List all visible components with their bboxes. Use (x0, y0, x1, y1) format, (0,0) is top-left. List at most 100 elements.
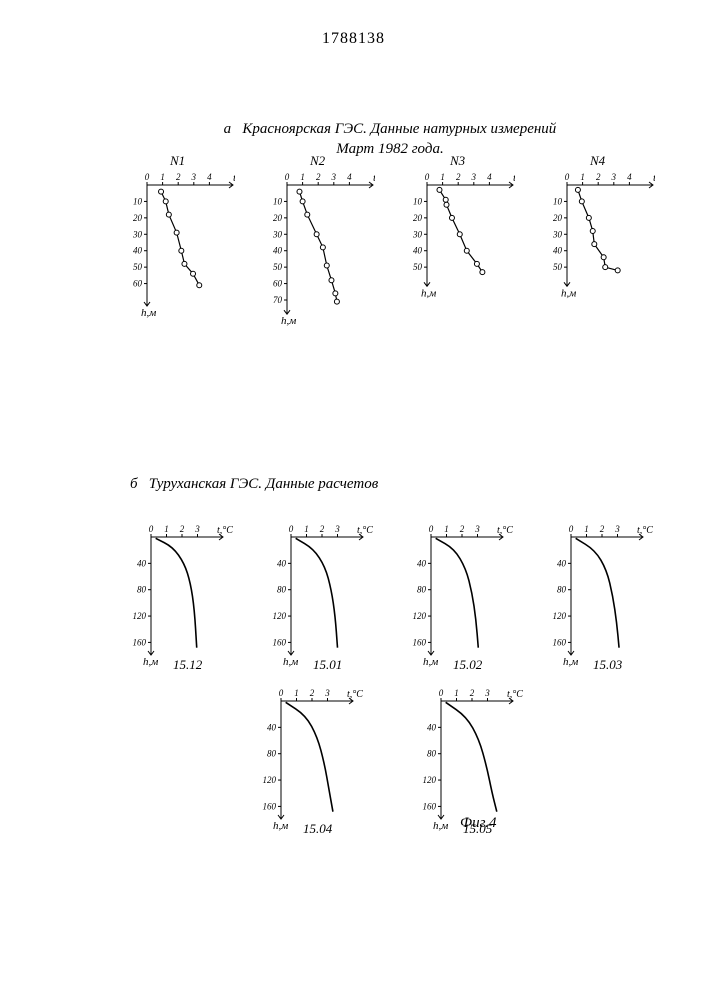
svg-text:t,°C: t,°C (357, 525, 373, 536)
svg-text:4: 4 (627, 172, 632, 182)
svg-text:1: 1 (164, 524, 169, 534)
svg-text:80: 80 (427, 748, 437, 758)
svg-text:0: 0 (429, 524, 434, 534)
charts-row-b1: 0123t,°C4080120160h,м15.120123t,°C408012… (110, 523, 670, 671)
svg-text:50: 50 (553, 262, 563, 272)
svg-text:1: 1 (454, 688, 459, 698)
svg-text:40: 40 (267, 722, 277, 732)
svg-text:0: 0 (569, 524, 574, 534)
svg-text:10: 10 (413, 196, 423, 206)
svg-text:20: 20 (413, 213, 423, 223)
svg-text:160: 160 (273, 637, 287, 647)
svg-text:120: 120 (413, 611, 427, 621)
svg-text:0: 0 (565, 172, 570, 182)
svg-text:120: 120 (273, 611, 287, 621)
svg-text:20: 20 (133, 213, 143, 223)
svg-text:0: 0 (279, 688, 284, 698)
svg-text:40: 40 (417, 558, 427, 568)
svg-text:0: 0 (149, 524, 154, 534)
svg-text:t,°C: t,°C (497, 525, 513, 536)
svg-text:h,м: h,м (421, 287, 436, 299)
svg-text:80: 80 (417, 584, 427, 594)
svg-text:t,°C: t,°C (373, 172, 375, 184)
svg-text:2: 2 (596, 172, 601, 182)
svg-text:10: 10 (133, 196, 143, 206)
svg-text:20: 20 (553, 213, 563, 223)
svg-text:80: 80 (557, 584, 567, 594)
chart-b-15-01: 0123t,°C4080120160h,м15.01 (265, 523, 375, 671)
svg-text:2: 2 (316, 172, 321, 182)
svg-text:3: 3 (194, 524, 200, 534)
svg-text:10: 10 (553, 196, 563, 206)
svg-text:160: 160 (553, 637, 567, 647)
svg-text:h,м: h,м (561, 287, 576, 299)
chart-a-1-label: N1 (170, 153, 185, 169)
svg-text:1: 1 (440, 172, 445, 182)
svg-text:120: 120 (423, 775, 437, 785)
svg-text:50: 50 (413, 262, 423, 272)
chart-b-15-12: 0123t,°C4080120160h,м15.12 (125, 523, 235, 671)
svg-text:h,м: h,м (141, 307, 156, 319)
section-a-title-2: Март 1982 года. (336, 141, 443, 157)
svg-text:2: 2 (320, 524, 325, 534)
chart-b-15-02: 0123t,°C4080120160h,м15.02 (405, 523, 515, 671)
svg-text:0: 0 (425, 172, 430, 182)
svg-text:3: 3 (334, 524, 340, 534)
svg-text:2: 2 (460, 524, 465, 534)
chart-b-15.03-label: 15.03 (593, 657, 622, 673)
svg-text:10: 10 (273, 196, 283, 206)
svg-text:h,м: h,м (563, 656, 578, 668)
svg-text:h,м: h,м (143, 656, 158, 668)
svg-text:t,°C: t,°C (637, 525, 653, 536)
svg-text:3: 3 (324, 688, 330, 698)
chart-b-15-04: 0123t,°C4080120160h,м15.04 (255, 687, 365, 835)
svg-text:40: 40 (133, 246, 143, 256)
svg-text:h,м: h,м (423, 656, 438, 668)
figure-label: Фиг.4 (460, 815, 496, 832)
charts-row-a: N101234t,°C102030405060h,мN201234t,°C102… (110, 171, 670, 328)
svg-text:40: 40 (553, 246, 563, 256)
svg-text:2: 2 (310, 688, 315, 698)
chart-a-3-label: N3 (450, 153, 465, 169)
chart-a-2: N201234t,°C10203040506070h,м (265, 171, 375, 328)
chart-b-15.12-label: 15.12 (173, 657, 202, 673)
svg-text:60: 60 (133, 279, 143, 289)
svg-text:40: 40 (413, 246, 423, 256)
svg-text:1: 1 (580, 172, 585, 182)
svg-text:70: 70 (273, 295, 283, 305)
svg-text:4: 4 (487, 172, 492, 182)
svg-text:30: 30 (412, 229, 423, 239)
svg-text:40: 40 (277, 558, 287, 568)
svg-text:3: 3 (191, 172, 197, 182)
svg-text:80: 80 (267, 748, 277, 758)
section-a-title: а Красноярская ГЭС. Данные натурных изме… (110, 120, 670, 159)
section-b-title: б Туруханская ГЭС. Данные расчетов (130, 475, 670, 495)
chart-b-15.04-label: 15.04 (303, 821, 332, 837)
svg-text:3: 3 (614, 524, 620, 534)
svg-text:30: 30 (272, 229, 283, 239)
svg-text:1: 1 (300, 172, 305, 182)
svg-text:3: 3 (474, 524, 480, 534)
svg-text:2: 2 (600, 524, 605, 534)
svg-text:t,°C: t,°C (507, 689, 523, 700)
svg-text:2: 2 (470, 688, 475, 698)
section-a-title-1: Красноярская ГЭС. Данные натурных измере… (242, 121, 556, 137)
svg-text:40: 40 (557, 558, 567, 568)
chart-a-4: N401234t,°C1020304050h,м (545, 171, 655, 328)
svg-text:t,°C: t,°C (513, 172, 515, 184)
svg-text:h,м: h,м (283, 656, 298, 668)
chart-b-15.01-label: 15.01 (313, 657, 342, 673)
svg-text:0: 0 (145, 172, 150, 182)
svg-text:h,м: h,м (281, 315, 296, 327)
svg-text:80: 80 (277, 584, 287, 594)
svg-text:3: 3 (484, 688, 490, 698)
svg-text:0: 0 (439, 688, 444, 698)
svg-text:h,м: h,м (433, 820, 448, 832)
svg-text:0: 0 (289, 524, 294, 534)
svg-text:80: 80 (137, 584, 147, 594)
page-number: 1788138 (322, 30, 385, 48)
svg-text:t,°C: t,°C (653, 172, 655, 184)
svg-text:4: 4 (207, 172, 212, 182)
section-b-prefix: б (130, 476, 138, 492)
chart-a-4-label: N4 (590, 153, 605, 169)
